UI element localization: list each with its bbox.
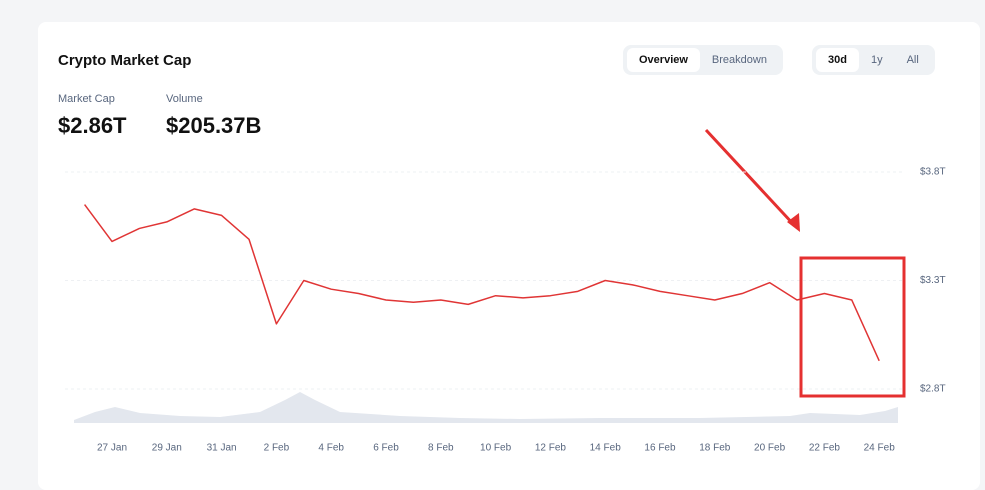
y-tick-label: $3.3T xyxy=(920,275,946,286)
range-tab[interactable]: All xyxy=(906,54,919,66)
x-tick-label: 27 Jan xyxy=(97,443,127,454)
x-tick-label: 22 Feb xyxy=(809,443,841,454)
range-tabs: 30d 1y All xyxy=(812,45,935,75)
card-title: Crypto Market Cap xyxy=(58,52,192,69)
x-tick-label: 16 Feb xyxy=(644,443,676,454)
stat-label: Market Cap xyxy=(58,93,115,105)
x-tick-label: 4 Feb xyxy=(318,443,344,454)
arrow-head xyxy=(787,213,800,232)
view-tabs: Overview Breakdown xyxy=(623,45,783,75)
x-tick-label: 8 Feb xyxy=(428,443,454,454)
card: Crypto Market Cap Overview Breakdown 30d… xyxy=(38,22,980,490)
stat-value: $205.37B xyxy=(166,113,262,138)
volume-area xyxy=(74,392,898,423)
y-tick-label: $3.8T xyxy=(920,167,946,178)
x-tick-label: 24 Feb xyxy=(864,443,896,454)
x-tick-label: 10 Feb xyxy=(480,443,512,454)
x-tick-label: 14 Feb xyxy=(590,443,622,454)
x-tick-label: 31 Jan xyxy=(207,443,237,454)
annotation-arrow xyxy=(704,128,797,228)
x-tick-label: 2 Feb xyxy=(264,443,290,454)
annotation-box xyxy=(799,256,906,398)
market-cap-line xyxy=(83,204,880,362)
stat: Market Cap $2.86T xyxy=(58,93,127,139)
x-tick-label: 12 Feb xyxy=(535,443,567,454)
x-tick-label: 29 Jan xyxy=(152,443,182,454)
x-tick-label: 6 Feb xyxy=(373,443,399,454)
x-tick-label: 18 Feb xyxy=(699,443,731,454)
range-tab[interactable]: 1y xyxy=(870,54,883,66)
tab[interactable]: Overview xyxy=(627,48,700,72)
x-tick-label: 20 Feb xyxy=(754,443,786,454)
stat: Volume $205.37B xyxy=(166,93,261,139)
range-tab[interactable]: 30d xyxy=(816,48,859,72)
y-tick-label: $2.8T xyxy=(920,384,946,395)
stat-value: $2.86T xyxy=(58,113,127,138)
tab[interactable]: Breakdown xyxy=(711,54,767,66)
stat-label: Volume xyxy=(166,93,203,105)
